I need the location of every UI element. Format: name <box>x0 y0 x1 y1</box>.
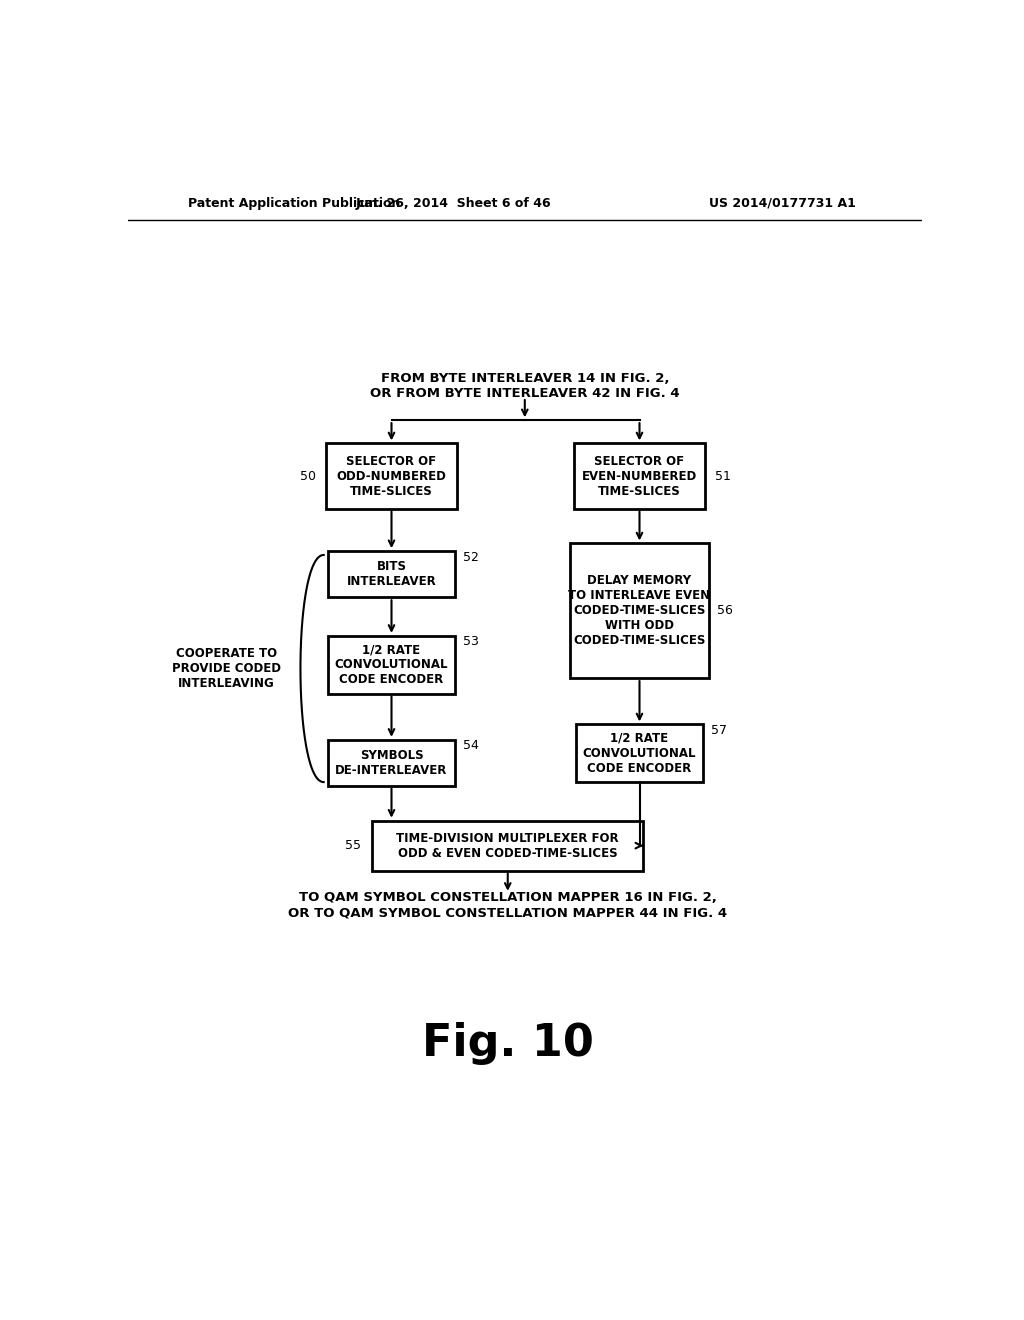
Text: Patent Application Publication: Patent Application Publication <box>188 197 400 210</box>
Text: 1/2 RATE
CONVOLUTIONAL
CODE ENCODER: 1/2 RATE CONVOLUTIONAL CODE ENCODER <box>583 731 696 775</box>
Text: 56: 56 <box>717 605 733 618</box>
Text: BITS
INTERLEAVER: BITS INTERLEAVER <box>347 560 436 589</box>
Text: DELAY MEMORY
TO INTERLEAVE EVEN
CODED-TIME-SLICES
WITH ODD
CODED-TIME-SLICES: DELAY MEMORY TO INTERLEAVE EVEN CODED-TI… <box>568 574 711 647</box>
FancyBboxPatch shape <box>575 725 703 781</box>
Text: 51: 51 <box>715 470 730 483</box>
FancyBboxPatch shape <box>328 636 456 693</box>
Text: Fig. 10: Fig. 10 <box>422 1023 594 1065</box>
Text: FROM BYTE INTERLEAVER 14 IN FIG. 2,
OR FROM BYTE INTERLEAVER 42 IN FIG. 4: FROM BYTE INTERLEAVER 14 IN FIG. 2, OR F… <box>370 371 680 400</box>
FancyBboxPatch shape <box>326 444 458 508</box>
Text: 57: 57 <box>712 723 727 737</box>
FancyBboxPatch shape <box>573 444 706 508</box>
Text: SYMBOLS
DE-INTERLEAVER: SYMBOLS DE-INTERLEAVER <box>335 748 447 777</box>
Text: TO QAM SYMBOL CONSTELLATION MAPPER 16 IN FIG. 2,
OR TO QAM SYMBOL CONSTELLATION : TO QAM SYMBOL CONSTELLATION MAPPER 16 IN… <box>288 891 727 919</box>
Text: 54: 54 <box>463 739 479 752</box>
Text: 1/2 RATE
CONVOLUTIONAL
CODE ENCODER: 1/2 RATE CONVOLUTIONAL CODE ENCODER <box>335 643 449 686</box>
Text: SELECTOR OF
ODD-NUMBERED
TIME-SLICES: SELECTOR OF ODD-NUMBERED TIME-SLICES <box>337 454 446 498</box>
Text: 53: 53 <box>463 635 479 648</box>
Text: 55: 55 <box>344 840 360 853</box>
Text: US 2014/0177731 A1: US 2014/0177731 A1 <box>710 197 856 210</box>
Text: 50: 50 <box>300 470 316 483</box>
Text: SELECTOR OF
EVEN-NUMBERED
TIME-SLICES: SELECTOR OF EVEN-NUMBERED TIME-SLICES <box>582 454 697 498</box>
FancyBboxPatch shape <box>569 544 710 678</box>
Text: COOPERATE TO
PROVIDE CODED
INTERLEAVING: COOPERATE TO PROVIDE CODED INTERLEAVING <box>172 647 281 690</box>
Text: 52: 52 <box>463 550 479 564</box>
FancyBboxPatch shape <box>328 552 456 598</box>
FancyBboxPatch shape <box>372 821 643 871</box>
Text: TIME-DIVISION MULTIPLEXER FOR
ODD & EVEN CODED-TIME-SLICES: TIME-DIVISION MULTIPLEXER FOR ODD & EVEN… <box>396 832 620 859</box>
FancyBboxPatch shape <box>328 739 456 785</box>
Text: Jun. 26, 2014  Sheet 6 of 46: Jun. 26, 2014 Sheet 6 of 46 <box>355 197 551 210</box>
